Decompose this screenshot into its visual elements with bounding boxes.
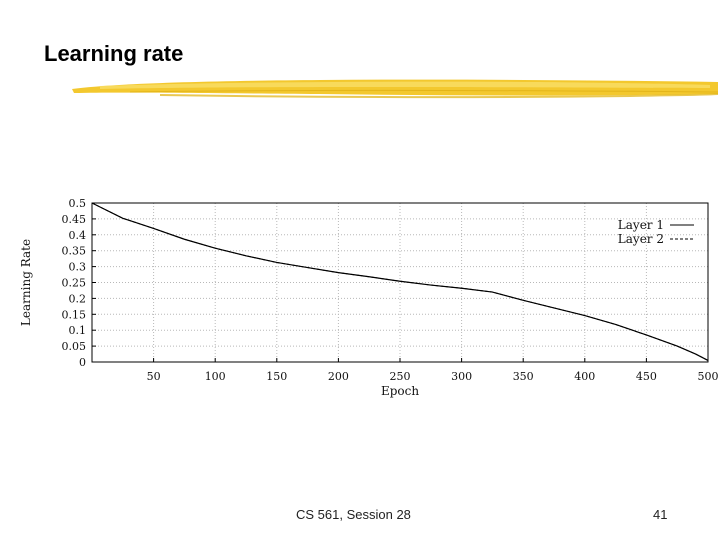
legend-label-layer-1: Layer 1 [618, 218, 664, 232]
y-tick-label: 0.4 [69, 229, 87, 242]
learning-rate-chart-svg: 50 100 150 200 250 300 350 400 450 500 0 0.05 0.1 0.1… [19, 197, 719, 398]
y-tick-label: 0.1 [69, 324, 87, 337]
footer-course-session: CS 561, Session 28 [296, 507, 411, 522]
x-axis-label: Epoch [381, 384, 419, 398]
x-tick-label: 350 [513, 370, 534, 383]
y-tick-label: 0.2 [69, 292, 87, 305]
x-tick-label: 450 [636, 370, 657, 383]
x-ticks: 50 100 150 200 250 300 350 400 450 500 [147, 358, 719, 383]
series-line-layer-2 [91, 202, 709, 361]
series-group [91, 202, 709, 361]
series-line-layer-1 [91, 202, 709, 361]
x-tick-label: 150 [266, 370, 287, 383]
y-ticks: 0 0.05 0.1 0.15 0.2 0.25 0.3 0.35 0.4 0.45 0.5 [62, 197, 96, 369]
y-tick-label: 0.05 [62, 340, 87, 353]
y-tick-label: 0.45 [62, 213, 87, 226]
x-tick-label: 50 [147, 370, 161, 383]
brushstroke-texture [129, 89, 719, 93]
title-accent-brushstroke [72, 79, 719, 99]
learning-rate-chart: 50 100 150 200 250 300 350 400 450 500 0 0.05 0.1 0.1… [14, 190, 720, 400]
brushstroke-highlight [100, 81, 710, 89]
x-tick-label: 300 [451, 370, 472, 383]
x-tick-label: 500 [698, 370, 719, 383]
y-tick-label: 0.35 [62, 245, 87, 258]
x-tick-label: 250 [390, 370, 411, 383]
x-tick-label: 100 [205, 370, 226, 383]
x-tick-label: 400 [574, 370, 595, 383]
slide-title: Learning rate [44, 41, 184, 66]
y-tick-label: 0 [79, 356, 86, 369]
y-tick-label: 0.15 [62, 308, 87, 321]
legend-label-layer-2: Layer 2 [618, 232, 664, 246]
y-tick-label: 0.3 [69, 261, 87, 274]
y-axis-label: Learning Rate [19, 239, 33, 326]
y-tick-label: 0.25 [62, 277, 87, 290]
y-tick-label: 0.5 [69, 197, 87, 210]
brushstroke-lower-edge [159, 93, 719, 99]
x-tick-label: 200 [328, 370, 349, 383]
grid-lines [92, 202, 709, 362]
footer-page-number: 41 [653, 507, 668, 522]
